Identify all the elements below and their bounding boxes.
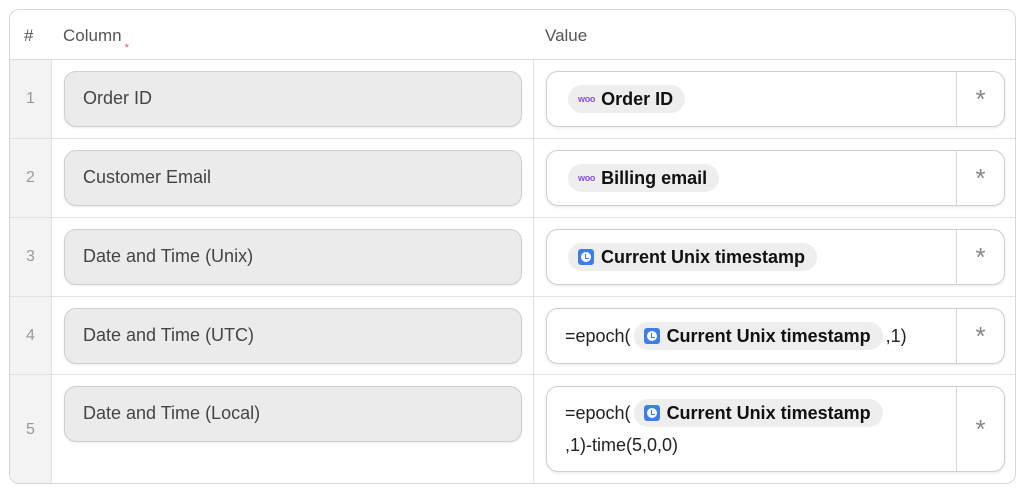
variable-chip[interactable]: Current Unix timestamp — [568, 243, 818, 271]
column-name-input[interactable]: Customer Email — [64, 150, 522, 206]
variable-chip[interactable]: Current Unix timestamp — [633, 399, 883, 427]
column-name-input[interactable]: Date and Time (Local) — [64, 386, 522, 442]
table-header: # Column * Value — [10, 10, 1015, 60]
asterisk-icon: * — [975, 241, 986, 272]
table-row: 1 Order ID woo Order ID * — [10, 60, 1015, 139]
value-input[interactable]: Current Unix timestamp * — [546, 229, 1005, 285]
header-value: Value — [545, 26, 588, 45]
value-input[interactable]: =epoch( Current Unix timestamp ,1) * — [546, 308, 1005, 364]
variable-chip[interactable]: woo Order ID — [568, 85, 686, 113]
column-cell: Customer Email — [52, 139, 534, 217]
column-name-input[interactable]: Order ID — [64, 71, 522, 127]
required-mark: * — [124, 42, 129, 54]
value-input[interactable]: woo Billing email * — [546, 150, 1005, 206]
value-text: woo Billing email — [547, 151, 956, 205]
asterisk-icon: * — [975, 162, 986, 193]
row-number: 1 — [10, 60, 52, 138]
column-cell: Order ID — [52, 60, 534, 138]
value-input[interactable]: woo Order ID * — [546, 71, 1005, 127]
insert-variable-button[interactable]: * — [956, 387, 1004, 471]
woo-icon: woo — [578, 94, 596, 104]
column-name-input[interactable]: Date and Time (UTC) — [64, 308, 522, 364]
value-text: =epoch( Current Unix timestamp ,1) — [547, 309, 956, 363]
chip-label: Current Unix timestamp — [601, 247, 806, 267]
insert-variable-button[interactable]: * — [956, 230, 1004, 284]
insert-variable-button[interactable]: * — [956, 72, 1004, 126]
value-text: =epoch( Current Unix timestamp ,1)-time(… — [547, 387, 956, 471]
row-number: 2 — [10, 139, 52, 217]
column-cell: Date and Time (Local) — [52, 375, 534, 483]
asterisk-icon: * — [975, 320, 986, 351]
column-name-input[interactable]: Date and Time (Unix) — [64, 229, 522, 285]
table-row: 2 Customer Email woo Billing email * — [10, 139, 1015, 218]
header-number: # — [24, 26, 34, 45]
woo-icon: woo — [578, 173, 596, 183]
value-text: woo Order ID — [547, 72, 956, 126]
chip-label: Order ID — [601, 89, 674, 109]
clock-icon — [643, 405, 660, 421]
insert-variable-button[interactable]: * — [956, 309, 1004, 363]
row-number: 4 — [10, 297, 52, 374]
header-column: Column * — [63, 26, 129, 54]
chip-label: Current Unix timestamp — [666, 403, 871, 423]
row-number: 5 — [10, 375, 52, 483]
field-mapping-table: # Column * Value 1 Order ID woo Order ID *… — [9, 9, 1016, 484]
value-input[interactable]: =epoch( Current Unix timestamp ,1)-time(… — [546, 386, 1005, 472]
column-cell: Date and Time (Unix) — [52, 218, 534, 296]
table-row: 3 Date and Time (Unix) Current Unix time… — [10, 218, 1015, 297]
formula-prefix: =epoch( — [565, 403, 631, 423]
variable-chip[interactable]: Current Unix timestamp — [633, 322, 883, 350]
table-row: 5 Date and Time (Local) =epoch( Current … — [10, 375, 1015, 483]
asterisk-icon: * — [975, 83, 986, 114]
asterisk-icon: * — [975, 413, 986, 444]
insert-variable-button[interactable]: * — [956, 151, 1004, 205]
variable-chip[interactable]: woo Billing email — [568, 164, 720, 192]
formula-suffix: ,1) — [885, 326, 907, 346]
value-text: Current Unix timestamp — [547, 230, 956, 284]
clock-icon — [643, 328, 660, 344]
column-cell: Date and Time (UTC) — [52, 297, 534, 374]
row-number: 3 — [10, 218, 52, 296]
formula-prefix: =epoch( — [565, 326, 631, 346]
chip-label: Current Unix timestamp — [666, 326, 871, 346]
table-row: 4 Date and Time (UTC) =epoch( Current Un… — [10, 297, 1015, 375]
clock-icon — [578, 249, 594, 265]
chip-label: Billing email — [601, 168, 708, 188]
formula-suffix: ,1)-time(5,0,0) — [565, 435, 679, 455]
